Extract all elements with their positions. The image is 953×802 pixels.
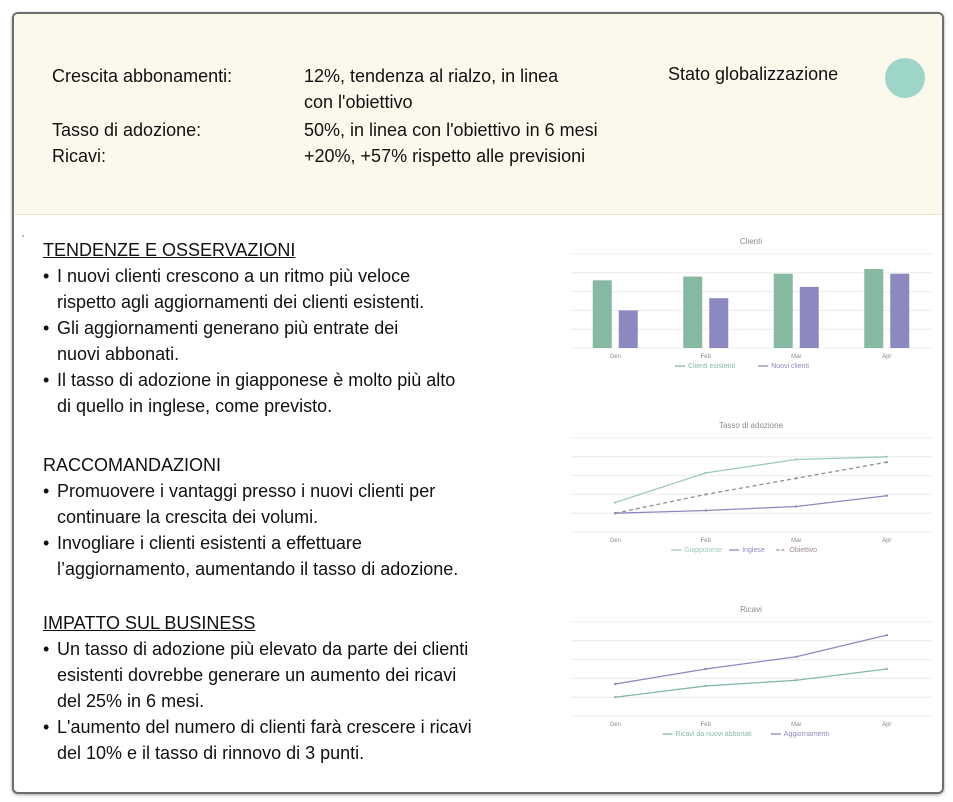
x-tick-label: Gen — [610, 538, 621, 544]
list-item: • Gli aggiornamenti generano più entrate … — [43, 318, 399, 364]
x-tick-label: Mar — [791, 722, 801, 728]
x-tick-label: Mar — [791, 354, 801, 360]
data-point — [704, 509, 707, 512]
chart-title: Ricavi — [740, 605, 762, 614]
summary-label-growth: Crescita abbonamenti: — [52, 66, 233, 86]
legend-label: Giapponese — [684, 547, 722, 554]
legend-label: Aggiornamenti — [784, 731, 830, 738]
legend-label: Obiettivo — [789, 547, 817, 554]
chart-ricavi: Ricavi Gen Feb Mar Apr Ricavi da nuovi abbona… — [570, 605, 932, 738]
legend-label: Clienti esistenti — [688, 363, 736, 370]
chart-clienti: Clienti Gen Feb Mar Apr Clienti esistenti Nuov… — [570, 237, 932, 370]
data-point — [795, 655, 798, 658]
data-point — [795, 679, 798, 682]
section-title-trends: TENDENZE E OSSERVAZIONI — [43, 240, 296, 260]
section-title-recommendations: RACCOMANDAZIONI — [43, 455, 222, 475]
summary-value-growth-cont: con l'obiettivo — [304, 92, 413, 112]
impact-list: • Un tasso di adozione più elevato da par… — [43, 636, 563, 766]
list-item: • I nuovi clienti crescono a un ritmo più… — [43, 266, 425, 312]
bar-clienti-esistenti — [683, 276, 703, 348]
series-line-inglese — [615, 495, 887, 514]
bar-clienti-esistenti — [864, 269, 884, 348]
summary-header: Crescita abbonamenti: 12%, tendenza al r… — [14, 14, 942, 215]
list-item: • L'aumento del numero di clienti farà cr… — [43, 717, 472, 763]
data-point — [614, 501, 617, 504]
data-point — [885, 460, 888, 464]
section-impact: IMPATTO SUL BUSINESS • Un tasso di adozio… — [43, 610, 563, 766]
x-tick-label: Gen — [610, 722, 621, 728]
summary-value-adoption: 50%, in linea con l'obiettivo in 6 mesi — [304, 120, 598, 140]
x-tick-label: Apr — [882, 722, 891, 728]
section-title-impact: IMPATTO SUL BUSINESS — [43, 613, 256, 633]
list-item: • Un tasso di adozione più elevato da par… — [43, 639, 469, 711]
series-line-aggiornamenti — [615, 634, 887, 685]
data-point — [704, 667, 707, 671]
data-point — [795, 477, 798, 480]
data-point — [614, 512, 617, 515]
data-point — [885, 455, 888, 458]
chart-title: Clienti — [740, 237, 762, 246]
data-point — [614, 682, 617, 686]
legend-label: Ricavi da nuovi abbonati — [675, 731, 752, 738]
bar-nuovi-clienti — [618, 310, 638, 348]
chart-title: Tasso di adozione — [719, 421, 784, 430]
bar-nuovi-clienti — [709, 298, 729, 348]
data-point — [614, 696, 617, 699]
summary-value-revenue: +20%, +57% rispetto alle previsioni — [304, 146, 586, 166]
data-point — [885, 667, 888, 671]
series-line-obiettivo — [615, 461, 887, 514]
slide-frame: Crescita abbonamenti: 12%, tendenza al r… — [12, 12, 944, 794]
series-line-giapponese — [615, 456, 887, 504]
legend-label: Nuovi clienti — [771, 363, 809, 370]
data-point — [795, 505, 798, 508]
data-point — [885, 494, 888, 497]
data-point — [704, 493, 707, 496]
bar-nuovi-clienti — [890, 273, 910, 348]
status-label: Stato globalizzazione — [668, 64, 839, 84]
data-point — [704, 471, 707, 475]
bar-clienti-esistenti — [773, 273, 793, 348]
list-item: • Il tasso di adozione in giapponese è mo… — [43, 370, 456, 416]
x-tick-label: Feb — [701, 722, 712, 728]
series-line-ricavi-da-nuovi-abbonati — [615, 668, 887, 698]
chart-tasso-adozione: Tasso di adozione Gen Feb Mar Apr Giapponese I… — [570, 421, 932, 554]
legend-label: Inglese — [742, 547, 765, 554]
x-tick-label: Apr — [882, 538, 891, 544]
section-trends: TENDENZE E OSSERVAZIONI • I nuovi clienti… — [43, 237, 563, 419]
x-tick-label: Gen — [610, 354, 621, 360]
x-tick-label: Feb — [701, 538, 712, 544]
x-tick-label: Feb — [701, 354, 712, 360]
x-tick-label: Apr — [882, 354, 891, 360]
summary-value-growth: 12%, tendenza al rialzo, in linea — [304, 66, 559, 86]
section-recommendations: RACCOMANDAZIONI • Promuovere i vantaggi p… — [43, 452, 563, 582]
data-point — [885, 633, 888, 637]
trends-list: • I nuovi clienti crescono a un ritmo più… — [43, 263, 563, 419]
list-item: • Promuovere i vantaggi presso i nuovi cl… — [43, 481, 436, 527]
status-indicator — [885, 58, 925, 98]
bar-nuovi-clienti — [799, 286, 819, 348]
bar-clienti-esistenti — [592, 280, 612, 348]
x-tick-label: Mar — [791, 538, 801, 544]
summary-label-adoption: Tasso di adozione: — [52, 120, 202, 140]
decorative-dot — [22, 235, 24, 237]
summary-label-revenue: Ricavi: — [52, 146, 107, 166]
data-point — [795, 458, 798, 461]
recommendations-list: • Promuovere i vantaggi presso i nuovi cl… — [43, 478, 563, 582]
list-item: • Invogliare i clienti esistenti a effett… — [43, 533, 459, 579]
data-point — [704, 684, 707, 688]
